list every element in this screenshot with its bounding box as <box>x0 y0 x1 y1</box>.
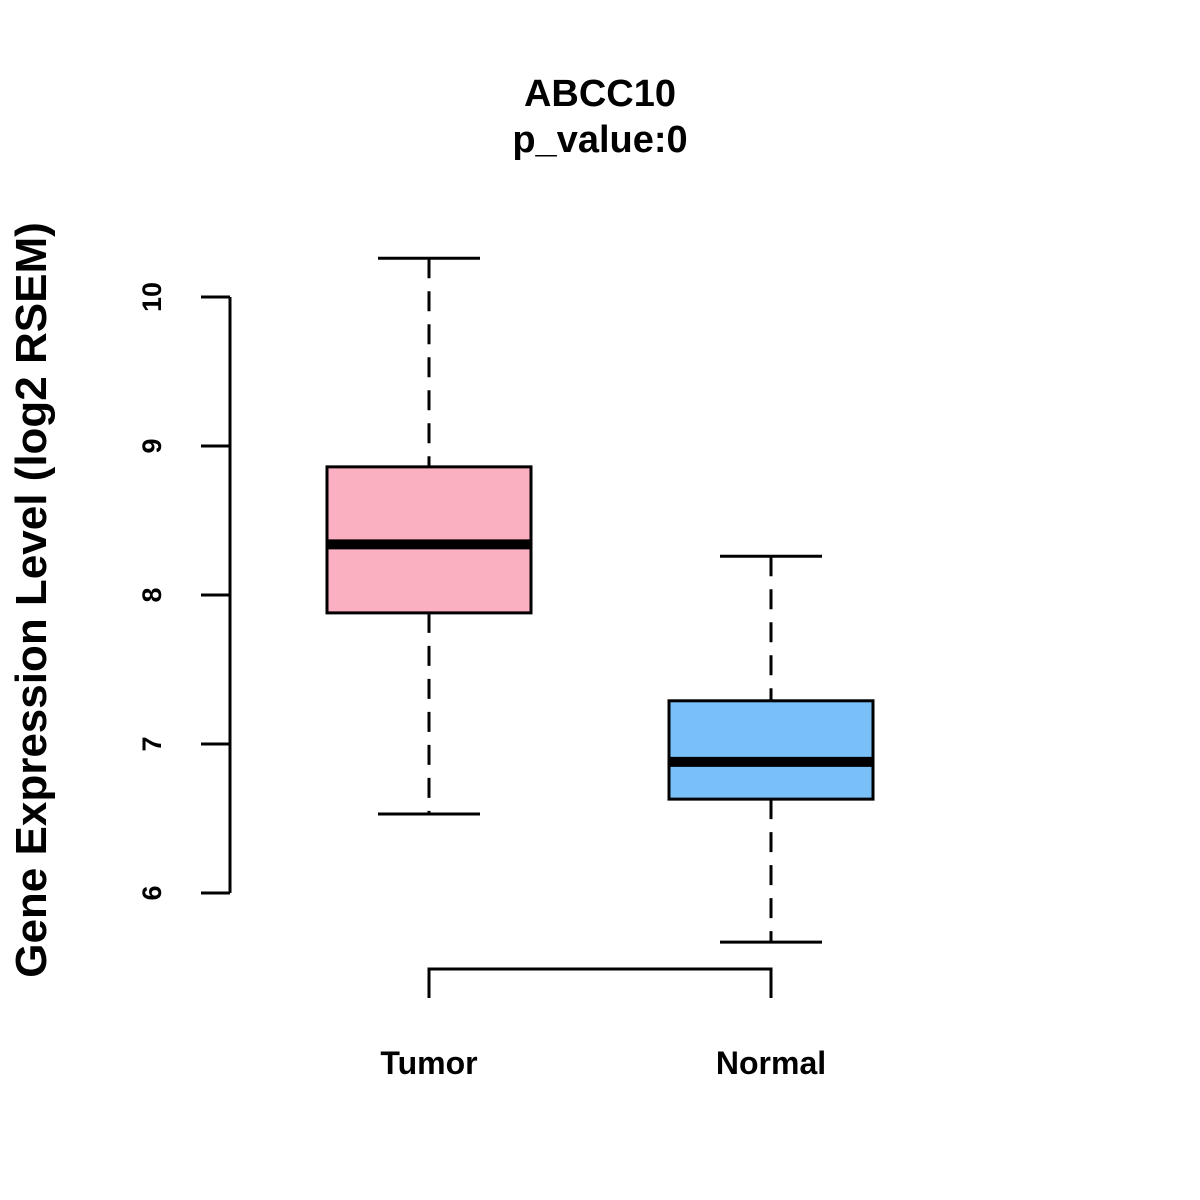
y-tick-label-9: 9 <box>137 438 167 453</box>
box-normal <box>667 554 875 944</box>
chart-subtitle: p_value:0 <box>512 119 687 161</box>
category-labels: Tumor Normal <box>380 1045 826 1081</box>
y-axis: 6 7 8 9 10 <box>137 282 232 901</box>
chart-title: ABCC10 <box>524 73 676 115</box>
y-tick-label-7: 7 <box>137 736 167 751</box>
y-tick-label-6: 6 <box>137 885 167 900</box>
iqr-box-normal <box>667 699 875 801</box>
boxes-group <box>325 256 875 944</box>
category-label-tumor: Tumor <box>380 1045 477 1081</box>
y-tick-label-10: 10 <box>137 282 167 312</box>
box-tumor <box>325 256 533 816</box>
y-axis-label: Gene Expression Level (log2 RSEM) <box>7 222 56 978</box>
bracket-line <box>427 967 773 998</box>
y-tick-label-8: 8 <box>137 587 167 602</box>
category-label-normal: Normal <box>716 1045 826 1081</box>
comparison-bracket <box>427 967 773 998</box>
